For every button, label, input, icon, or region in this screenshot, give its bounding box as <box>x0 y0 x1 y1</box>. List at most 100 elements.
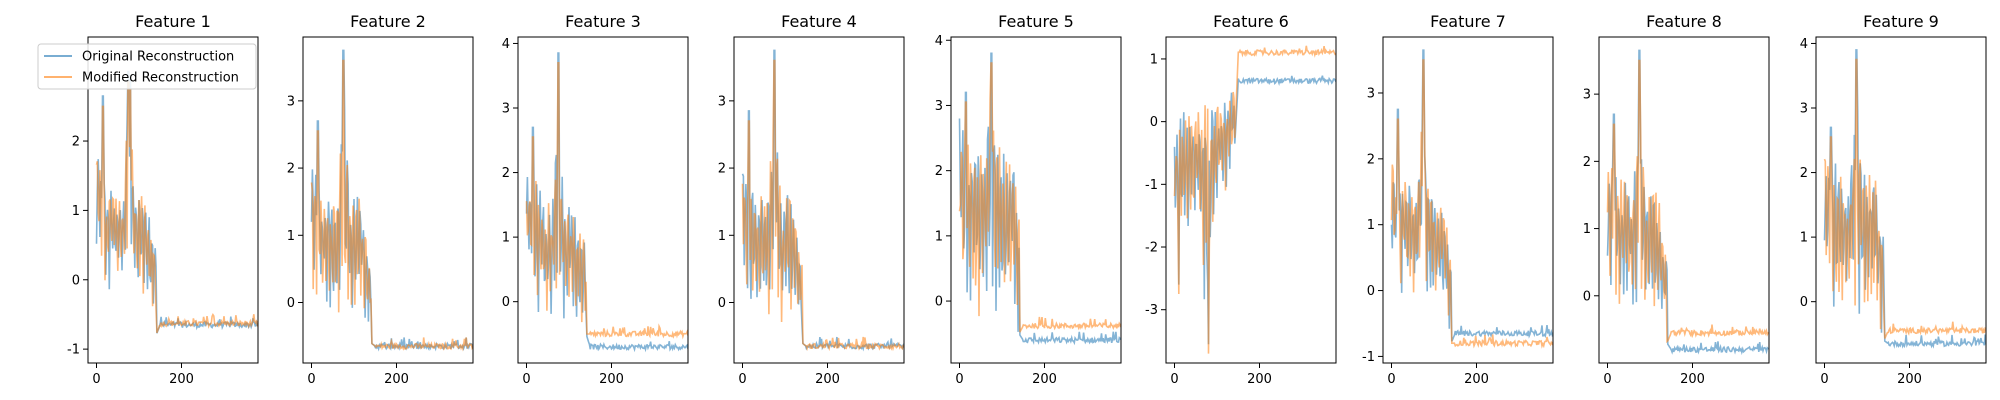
y-tick-label: 1 <box>1800 231 1808 246</box>
y-tick-label: 2 <box>935 164 943 179</box>
axes-frame <box>1598 36 1770 364</box>
panel-title: Feature 6 <box>1213 12 1289 31</box>
series-line-original <box>741 49 904 352</box>
panel-title: Feature 9 <box>1863 12 1939 31</box>
series-line-modified <box>1606 59 1769 344</box>
y-tick-label: 2 <box>1367 152 1375 167</box>
x-tick-label: 200 <box>1032 372 1057 387</box>
legend-entry: Modified Reconstruction <box>82 71 239 86</box>
panel-3: Feature 3 0 1 2 3 4 0 200 <box>502 12 689 387</box>
series-line-modified <box>1390 59 1553 349</box>
axes-frame <box>1165 36 1337 364</box>
axes-frame <box>302 36 474 364</box>
y-tick-label: 3 <box>1367 86 1375 101</box>
y-tick-label: 2 <box>287 162 295 177</box>
y-tick-label: 3 <box>1800 102 1808 117</box>
series-line-modified <box>1173 45 1336 354</box>
y-tick-label: 2 <box>72 135 80 150</box>
y-tick-label: 1 <box>1150 52 1158 67</box>
panel-title: Feature 1 <box>135 12 211 31</box>
x-tick-label: 200 <box>169 372 194 387</box>
y-tick-label: 2 <box>718 162 726 177</box>
series-line-original <box>95 70 258 334</box>
panel-6: Feature 6 -3 -2 -1 0 1 0 200 <box>1145 12 1337 387</box>
panel-9: Feature 9 0 1 2 3 4 0 200 <box>1800 12 1987 387</box>
panel-title: Feature 7 <box>1430 12 1506 31</box>
y-tick-label: 1 <box>718 229 726 244</box>
panel-title: Feature 8 <box>1646 12 1722 31</box>
x-tick-label: 200 <box>1897 372 1922 387</box>
y-tick-label: 0 <box>1367 284 1375 299</box>
legend-entry: Original Reconstruction <box>82 50 234 65</box>
series-line-original <box>1173 75 1336 345</box>
y-tick-label: 2 <box>502 166 510 181</box>
y-tick-label: 3 <box>287 94 295 109</box>
y-tick-label: 4 <box>935 34 943 49</box>
y-tick-label: 0 <box>1583 289 1591 304</box>
y-tick-label: 2 <box>1583 155 1591 170</box>
series-line-original <box>1390 49 1553 342</box>
panel-title: Feature 2 <box>350 12 426 31</box>
panel-7: Feature 7 -1 0 1 2 3 0 200 <box>1362 12 1554 387</box>
y-tick-label: 0 <box>502 295 510 310</box>
axes-frame <box>517 36 689 364</box>
panel-title: Feature 3 <box>565 12 641 31</box>
y-tick-label: 3 <box>502 102 510 117</box>
x-tick-label: 0 <box>522 372 530 387</box>
y-tick-label: 0 <box>1800 295 1808 310</box>
x-tick-label: 0 <box>1387 372 1395 387</box>
series-line-original <box>1606 49 1769 356</box>
x-tick-label: 0 <box>955 372 963 387</box>
series-line-original <box>958 52 1121 346</box>
x-tick-label: 0 <box>738 372 746 387</box>
y-tick-label: 1 <box>1583 222 1591 237</box>
legend: Original Reconstruction Modified Reconstr… <box>37 43 257 90</box>
series-line-modified <box>310 59 473 352</box>
y-tick-label: -3 <box>1145 303 1158 318</box>
x-tick-label: 200 <box>599 372 624 387</box>
y-tick-label: 1 <box>287 229 295 244</box>
panel-title: Feature 4 <box>781 12 857 31</box>
y-tick-label: 1 <box>502 231 510 246</box>
axes-frame <box>1382 36 1554 364</box>
y-tick-label: 2 <box>1800 166 1808 181</box>
y-tick-label: 1 <box>72 204 80 219</box>
x-tick-label: 0 <box>1603 372 1611 387</box>
axes-frame <box>1815 36 1987 364</box>
y-tick-label: -2 <box>1145 241 1158 256</box>
y-tick-label: 4 <box>502 37 510 52</box>
series-line-modified <box>525 62 688 340</box>
x-tick-label: 200 <box>1247 372 1272 387</box>
panel-4: Feature 4 0 1 2 3 0 200 <box>718 12 905 387</box>
x-tick-label: 0 <box>307 372 315 387</box>
panel-1: Feature 1 -1 0 1 2 0 200 <box>67 12 259 387</box>
y-tick-label: 1 <box>935 229 943 244</box>
y-tick-label: 0 <box>72 273 80 288</box>
y-tick-label: 0 <box>1150 115 1158 130</box>
legend-box <box>37 43 257 90</box>
series-line-original <box>1823 49 1986 349</box>
panel-title: Feature 5 <box>998 12 1074 31</box>
x-tick-label: 0 <box>92 372 100 387</box>
panel-2: Feature 2 0 1 2 3 0 200 <box>287 12 474 387</box>
series-line-original <box>310 49 473 352</box>
y-tick-label: 0 <box>287 296 295 311</box>
axes-frame <box>950 36 1122 364</box>
axes-frame <box>87 36 259 364</box>
y-tick-label: 1 <box>1367 218 1375 233</box>
x-tick-label: 0 <box>1170 372 1178 387</box>
x-tick-label: 200 <box>1680 372 1705 387</box>
y-tick-label: -1 <box>67 343 80 358</box>
y-tick-label: 4 <box>1800 37 1808 52</box>
panel-8: Feature 8 0 1 2 3 0 200 <box>1583 12 1770 387</box>
y-tick-label: 3 <box>718 94 726 109</box>
axes-frame <box>733 36 905 364</box>
x-tick-label: 200 <box>1464 372 1489 387</box>
series-line-modified <box>95 81 258 334</box>
x-tick-label: 200 <box>815 372 840 387</box>
series-line-modified <box>741 59 904 352</box>
y-tick-label: 0 <box>718 296 726 311</box>
panel-5: Feature 5 0 1 2 3 4 0 200 <box>935 12 1122 387</box>
series-line-modified <box>958 62 1121 333</box>
